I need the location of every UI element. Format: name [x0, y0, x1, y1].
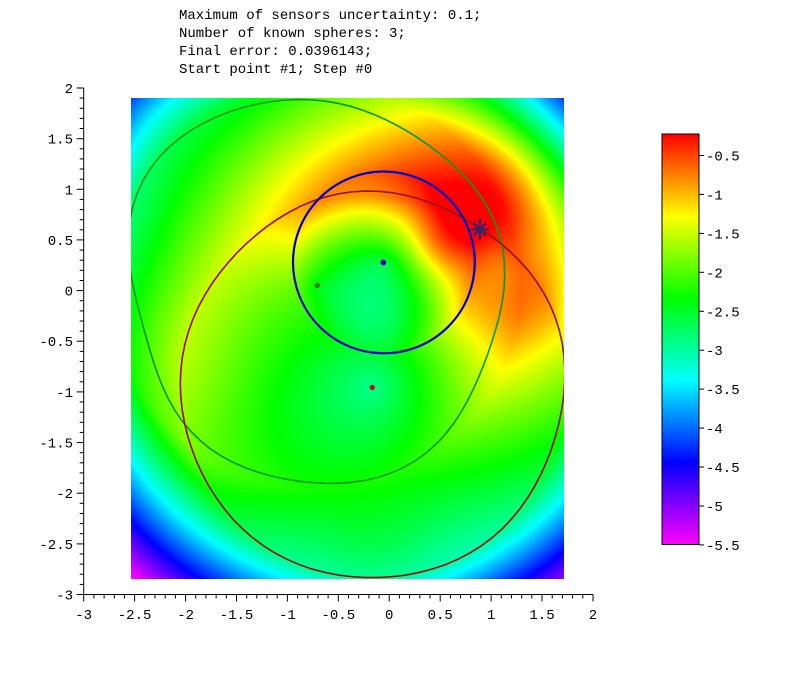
svg-text:-0.5: -0.5	[39, 335, 73, 351]
svg-text:-2.5: -2.5	[118, 608, 152, 624]
svg-text:-2: -2	[706, 266, 723, 282]
svg-text:-3: -3	[75, 608, 92, 624]
svg-text:1.5: 1.5	[529, 608, 554, 624]
svg-text:2: 2	[589, 608, 597, 624]
svg-text:-1: -1	[56, 386, 73, 402]
svg-text:-1.5: -1.5	[39, 437, 73, 453]
svg-text:-1: -1	[706, 188, 723, 204]
svg-text:-2: -2	[177, 608, 194, 624]
svg-text:1.5: 1.5	[48, 133, 73, 149]
svg-text:-2: -2	[56, 487, 73, 503]
svg-text:-1.5: -1.5	[220, 608, 254, 624]
svg-text:0: 0	[65, 285, 73, 301]
svg-text:-4.5: -4.5	[706, 461, 740, 477]
svg-text:0.5: 0.5	[48, 234, 73, 250]
svg-text:-1.5: -1.5	[706, 227, 740, 243]
svg-text:-4: -4	[706, 422, 723, 438]
svg-text:0: 0	[385, 608, 393, 624]
svg-text:-3.5: -3.5	[706, 383, 740, 399]
svg-text:-5.5: -5.5	[706, 539, 740, 555]
svg-text:-5: -5	[706, 500, 723, 516]
svg-text:1: 1	[65, 183, 73, 199]
svg-text:-0.5: -0.5	[706, 150, 740, 166]
svg-text:1: 1	[487, 608, 495, 624]
svg-text:-3: -3	[56, 589, 73, 605]
svg-text:-1: -1	[279, 608, 296, 624]
svg-text:2: 2	[65, 82, 73, 98]
svg-text:-2.5: -2.5	[706, 305, 740, 321]
svg-text:0.5: 0.5	[428, 608, 453, 624]
svg-text:-0.5: -0.5	[321, 608, 355, 624]
svg-text:-3: -3	[706, 344, 723, 360]
svg-text:-2.5: -2.5	[39, 538, 73, 554]
